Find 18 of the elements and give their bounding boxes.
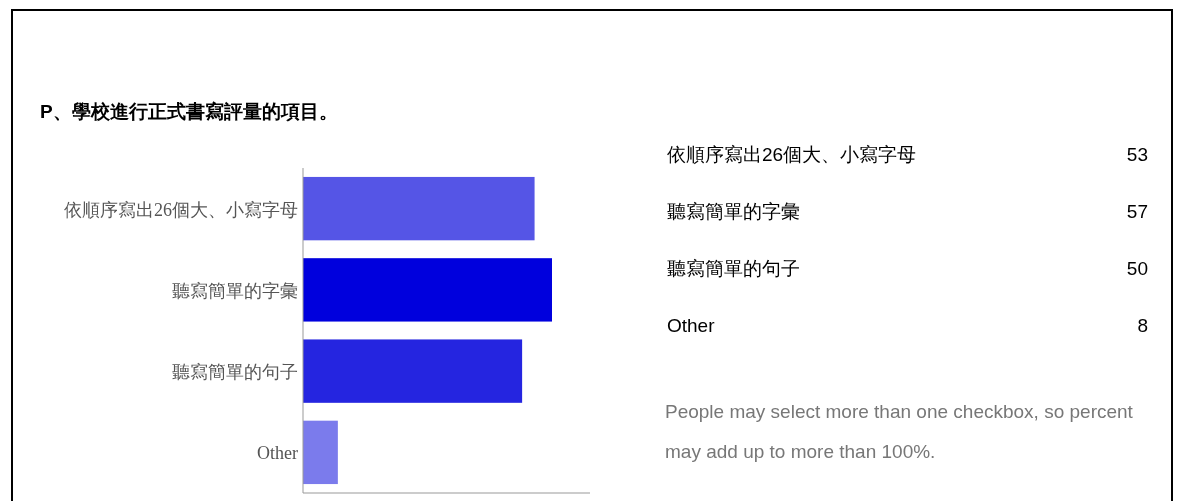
y-tick-label: 依順序寫出26個大、小寫字母 — [64, 199, 298, 220]
text: 依順序寫出26個大、小寫字母 — [667, 144, 917, 165]
text: 50 — [1126, 258, 1148, 279]
bar — [303, 258, 552, 322]
text: People may select more than one checkbox, so percent may add up to more than 100%. — [665, 400, 1134, 464]
text: Other — [667, 315, 716, 336]
text: 57 — [1126, 201, 1148, 222]
bar — [303, 176, 535, 241]
y-tick-label: Other — [257, 443, 298, 464]
bar — [303, 420, 338, 485]
y-tick-label: 聽寫簡單的字彙 — [172, 280, 298, 301]
text: 聽寫簡單的句子 — [667, 258, 800, 279]
text: 8 — [1137, 315, 1148, 336]
chart-title: P、學校進行正式書寫評量的項目。 — [40, 101, 338, 122]
bar — [303, 339, 523, 403]
y-tick-label: 聽寫簡單的句子 — [172, 362, 298, 383]
text: 53 — [1126, 144, 1148, 165]
text: 聽寫簡單的字彙 — [667, 201, 800, 222]
